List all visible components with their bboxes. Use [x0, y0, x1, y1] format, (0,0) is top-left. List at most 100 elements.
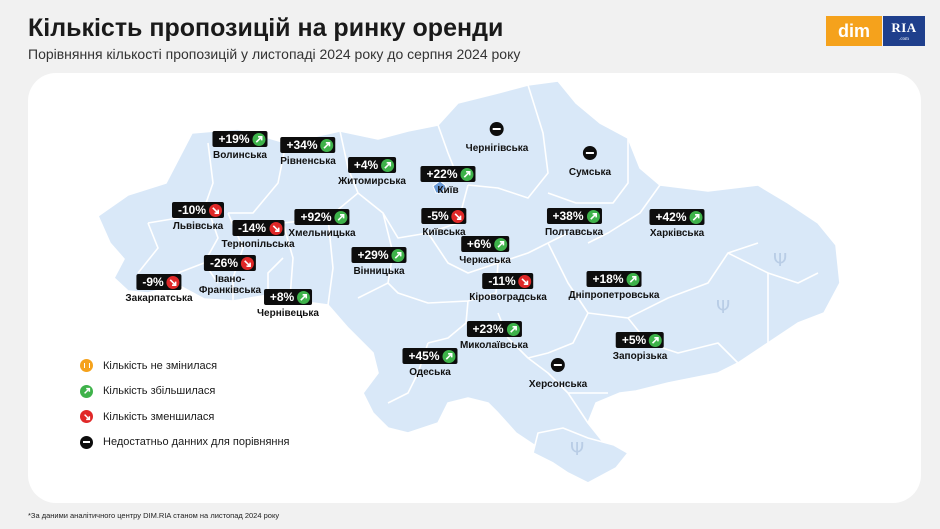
- dim-logo-text: dim: [837, 20, 870, 41]
- region-poltavska: +38% Полтавська: [545, 207, 603, 238]
- region-value: +22%: [426, 167, 458, 181]
- region-value: +23%: [472, 322, 504, 336]
- arrow-up-right-icon: [626, 272, 640, 286]
- region-kirovohradska: -11% Кіровоградська: [469, 272, 547, 303]
- legend-label: Кількість збільшилася: [103, 385, 216, 398]
- region-name: Житомирська: [338, 176, 406, 187]
- region-value-badge: +92%: [294, 209, 350, 225]
- arrow-up-right-icon: [506, 322, 520, 336]
- region-value: +34%: [286, 138, 318, 152]
- region-value: +5%: [621, 333, 647, 347]
- arrow-down-right-icon: [451, 209, 465, 223]
- region-name: Кіровоградська: [469, 292, 547, 303]
- arrow-up-right-icon: [391, 248, 405, 262]
- arrow-down-right-icon: [518, 274, 532, 288]
- no-data-icon: [582, 146, 597, 160]
- arrow-up-right-icon: [252, 132, 266, 146]
- region-name: Полтавська: [544, 227, 604, 238]
- footnote: *За даними аналітичного центру DIM.RIA с…: [28, 511, 280, 520]
- region-dnipropetrovska: +18% Дніпропетровська: [568, 270, 660, 301]
- legend-item: Недостатньо данних для порівняння: [80, 430, 290, 456]
- no-data-icon: [489, 122, 504, 136]
- region-value-badge: +29%: [351, 247, 407, 263]
- region-value-badge: -11%: [482, 273, 534, 289]
- region-value-badge: -26%: [203, 255, 257, 271]
- region-value: -26%: [209, 256, 239, 270]
- region-name: Рівненська: [280, 156, 336, 167]
- arrow-down-right-icon: [241, 256, 255, 270]
- ria-logo-small-text: .com: [899, 37, 909, 42]
- arrow-down-right-icon: [80, 410, 93, 424]
- region-name: Закарпатська: [125, 293, 193, 304]
- region-value-badge: +45%: [402, 348, 458, 364]
- legend-item: Кількість збільшилася: [80, 379, 290, 405]
- region-value: +6%: [466, 237, 492, 251]
- ukraine-outline: [97, 80, 841, 468]
- dim-logo: dim: [826, 16, 882, 46]
- arrow-up-right-icon: [80, 384, 93, 398]
- region-name: Київська: [422, 227, 466, 238]
- region-name: Хмельницька: [288, 228, 356, 239]
- minus-icon: [80, 435, 93, 449]
- map-card: Ψ Ψ Ψ +19% Волинська +34% Рівненська +4% Жито…: [28, 73, 921, 503]
- ria-logo-text: RIA: [891, 20, 917, 35]
- region-odeska: +45% Одеська: [402, 347, 458, 378]
- arrow-up-right-icon: [649, 333, 663, 347]
- no-data-icon: [550, 358, 565, 372]
- region-value: +45%: [408, 349, 440, 363]
- ria-logo: RIA .com: [883, 16, 925, 46]
- region-name: Київ: [437, 185, 459, 196]
- region-value: +19%: [218, 132, 250, 146]
- trident-marks: Ψ Ψ Ψ: [570, 250, 787, 460]
- region-value: -10%: [177, 203, 207, 217]
- page-title: Кількість пропозицій на ринку оренди: [28, 14, 504, 42]
- region-name: Чернівецька: [257, 308, 319, 319]
- region-ivano-frankivska: -26% Івано- Франківська: [199, 254, 261, 296]
- region-name: Запорізька: [612, 351, 668, 362]
- region-value-badge: +34%: [280, 137, 336, 153]
- region-value-badge: +19%: [212, 131, 268, 147]
- region-value: +29%: [357, 248, 389, 262]
- region-lvivska: -10% Львівська: [171, 201, 225, 232]
- region-value: +42%: [655, 210, 687, 224]
- region-name: Дніпропетровська: [568, 290, 660, 301]
- region-volynska: +19% Волинська: [212, 130, 268, 161]
- legend-item: Кількість зменшилася: [80, 404, 290, 430]
- region-name: Чернігівська: [465, 143, 529, 154]
- region-chernivetska: +8% Чернівецька: [257, 288, 319, 319]
- region-value: -5%: [427, 209, 449, 223]
- region-value-badge: -5%: [421, 208, 467, 224]
- region-value-badge: +23%: [466, 321, 522, 337]
- arrow-up-right-icon: [381, 158, 395, 172]
- region-value-badge: +4%: [347, 157, 397, 173]
- region-value: +92%: [300, 210, 332, 224]
- trident-icon-east: Ψ: [773, 250, 787, 271]
- legend-label: Недостатньо данних для порівняння: [103, 436, 290, 449]
- pause-icon: [80, 359, 93, 373]
- arrow-up-right-icon: [460, 167, 474, 181]
- region-value: -14%: [237, 221, 266, 235]
- region-value-badge: +38%: [546, 208, 602, 224]
- region-zaporizka: +5% Запорізька: [612, 331, 668, 362]
- region-name: Сумська: [568, 167, 612, 178]
- region-name: Вінницька: [353, 266, 405, 277]
- region-name: Львівська: [172, 221, 224, 232]
- arrow-up-right-icon: [494, 237, 508, 251]
- region-value: +38%: [552, 209, 584, 223]
- region-value-badge: +6%: [460, 236, 510, 252]
- region-rivnenska: +34% Рівненська: [280, 136, 336, 167]
- region-value-badge: +18%: [586, 271, 642, 287]
- arrow-up-right-icon: [334, 210, 348, 224]
- legend-label: Кількість не змінилася: [103, 359, 218, 372]
- ukraine-map: Ψ Ψ Ψ: [97, 80, 841, 484]
- page-subtitle: Порівняння кількості пропозицій у листоп…: [28, 46, 521, 62]
- region-value: -11%: [488, 274, 516, 288]
- region-kharkivska: +42% Харківська: [649, 208, 705, 239]
- region-kyivska: -5% Київська: [421, 207, 467, 238]
- region-value-badge: +22%: [420, 166, 476, 182]
- region-name: Тернопільська: [221, 239, 295, 250]
- region-value-badge: -10%: [171, 202, 225, 218]
- region-cherkaska: +6% Черкаська: [459, 235, 511, 266]
- region-value-badge: -14%: [231, 220, 284, 236]
- region-sumska: Сумська: [569, 146, 611, 178]
